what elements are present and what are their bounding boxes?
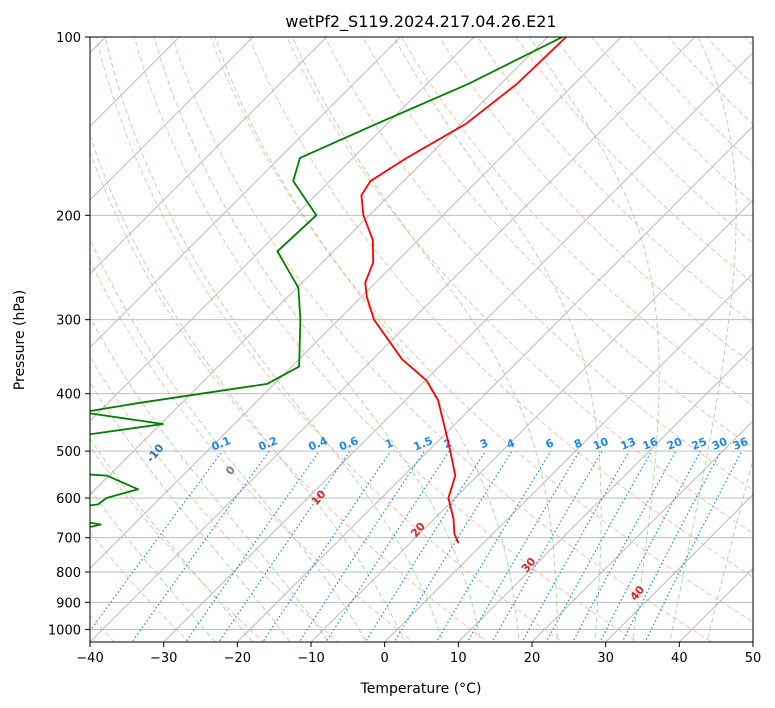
- x-tick-label: −40: [76, 651, 103, 666]
- mixing-ratio-lines: [90, 450, 743, 642]
- y-tick-label: 600: [56, 492, 81, 507]
- mixing-ratio-line: [435, 450, 552, 642]
- y-tick-label: 300: [56, 314, 81, 329]
- dry-adiabats: [90, 37, 753, 642]
- isotherm-line: [310, 199, 753, 642]
- mixing-ratio-line: [185, 450, 320, 642]
- y-tick-label: 800: [56, 566, 81, 581]
- y-axis-label: Pressure (hPa): [12, 290, 28, 390]
- dry-adiabat-line: [553, 37, 753, 244]
- dry-adiabat-line: [90, 259, 414, 642]
- dry-adiabat-line: [362, 37, 753, 449]
- mixing-ratio-label: 20: [665, 435, 684, 453]
- mixing-ratio-label: 3: [478, 436, 490, 451]
- dry-adiabat-line: [90, 445, 265, 642]
- isotherm-line: [531, 420, 753, 642]
- moist-adiabat-line: [90, 437, 254, 642]
- mixing-ratio-label: 13: [619, 435, 638, 453]
- moist-adiabat-line: [90, 237, 367, 642]
- isotherm-line: [90, 37, 254, 201]
- moist-adiabat-line: [393, 37, 602, 642]
- y-tick-label: 700: [56, 532, 81, 547]
- moist-adiabat-line: [214, 37, 520, 642]
- x-tick-label: 30: [597, 651, 614, 666]
- x-tick-label: 40: [671, 651, 688, 666]
- x-tick-label: −20: [224, 651, 251, 666]
- x-axis-label: Temperature (°C): [360, 681, 482, 697]
- dry-adiabat-line: [95, 37, 564, 642]
- dry-adiabat-line: [171, 37, 713, 642]
- plot-area: 0.1 0.2 0.4 0.6 1 1.5 2 3 4 6 8 10 13 16 20 25 30 36 -100…: [90, 37, 753, 642]
- isotherm-line: [163, 52, 753, 642]
- y-tick-label: 900: [56, 596, 81, 611]
- mixing-ratio-label: 10: [591, 435, 610, 453]
- temperature-profile-line: [360, 37, 567, 544]
- mixing-ratio-line: [262, 450, 392, 642]
- y-tick-label: 100: [56, 31, 81, 46]
- dry-adiabat-line: [477, 37, 753, 325]
- x-axis: −40 −30 −20 −10 0 10 20 30 40 50: [76, 642, 761, 666]
- isotherm-line: [605, 494, 753, 642]
- moist-adiabat-line: [90, 381, 291, 642]
- dry-adiabat-line: [667, 37, 753, 125]
- y-tick-label: 400: [56, 388, 81, 403]
- moist-adiabat-line: [153, 37, 482, 642]
- mixing-ratio-label: 1: [383, 436, 395, 451]
- isotherm-line: [90, 37, 401, 348]
- isotherm-line: [90, 37, 328, 275]
- dry-adiabat-line: [591, 37, 753, 204]
- mixing-ratio-label: 8: [572, 436, 584, 451]
- x-tick-label: −30: [150, 651, 177, 666]
- dry-adiabat-line: [248, 37, 753, 578]
- mixing-ratio-line: [491, 450, 603, 642]
- mixing-ratio-label: 16: [641, 435, 660, 453]
- pressure-gridlines: [90, 37, 753, 630]
- chart-title: wetPf2_S119.2024.217.04.26.E21: [285, 12, 556, 32]
- moist-adiabats: [90, 37, 753, 642]
- dry-adiabat-line: [209, 37, 753, 623]
- mixing-ratio-line: [466, 450, 580, 642]
- dry-adiabat-line: [90, 150, 489, 642]
- dry-adiabat-line: [133, 37, 638, 642]
- y-tick-label: 200: [56, 209, 81, 224]
- mixing-ratio-label: 25: [690, 435, 709, 453]
- dry-adiabat-line: [286, 37, 753, 534]
- dry-adiabat-line: [90, 531, 190, 642]
- mixing-ratio-line: [131, 450, 270, 642]
- isotherm-line: [90, 37, 549, 496]
- sounding-series: [90, 37, 567, 544]
- y-axis: 100 200 300 400 500 600 700 800 900 1000: [48, 31, 90, 638]
- x-tick-label: 20: [524, 651, 541, 666]
- isotherm-line: [457, 346, 753, 642]
- x-tick-label: −10: [297, 651, 324, 666]
- mixing-ratio-label: 36: [731, 435, 750, 453]
- y-tick-label: 500: [56, 445, 81, 460]
- moist-adiabat-line: [669, 37, 737, 642]
- isotherm-line: [384, 273, 753, 642]
- mixing-ratio-line: [298, 450, 425, 642]
- dewpoint-profile-line: [90, 37, 563, 529]
- isotherm-line: [90, 37, 696, 642]
- moist-adiabat-line: [706, 457, 753, 642]
- plot-frame: [89, 36, 754, 643]
- isotherm-line: [236, 125, 753, 642]
- x-tick-label: 50: [745, 651, 762, 666]
- y-tick-label: 1000: [48, 623, 81, 638]
- moist-adiabat-line: [291, 37, 558, 642]
- moist-adiabat-line: [104, 37, 444, 642]
- mixing-ratio-line: [545, 450, 653, 642]
- dry-adiabat-line: [400, 37, 753, 407]
- mixing-ratio-line: [218, 450, 351, 642]
- mixing-ratio-label: 30: [710, 435, 729, 453]
- mixing-ratio-line: [325, 450, 450, 642]
- isotherm-line: [90, 37, 180, 127]
- x-tick-label: 10: [450, 651, 467, 666]
- mixing-ratio-line: [644, 450, 743, 642]
- x-tick-label: 0: [381, 651, 389, 666]
- isotherm-line: [90, 37, 622, 569]
- moist-adiabat-line: [90, 488, 216, 642]
- moist-adiabat-line: [90, 316, 329, 642]
